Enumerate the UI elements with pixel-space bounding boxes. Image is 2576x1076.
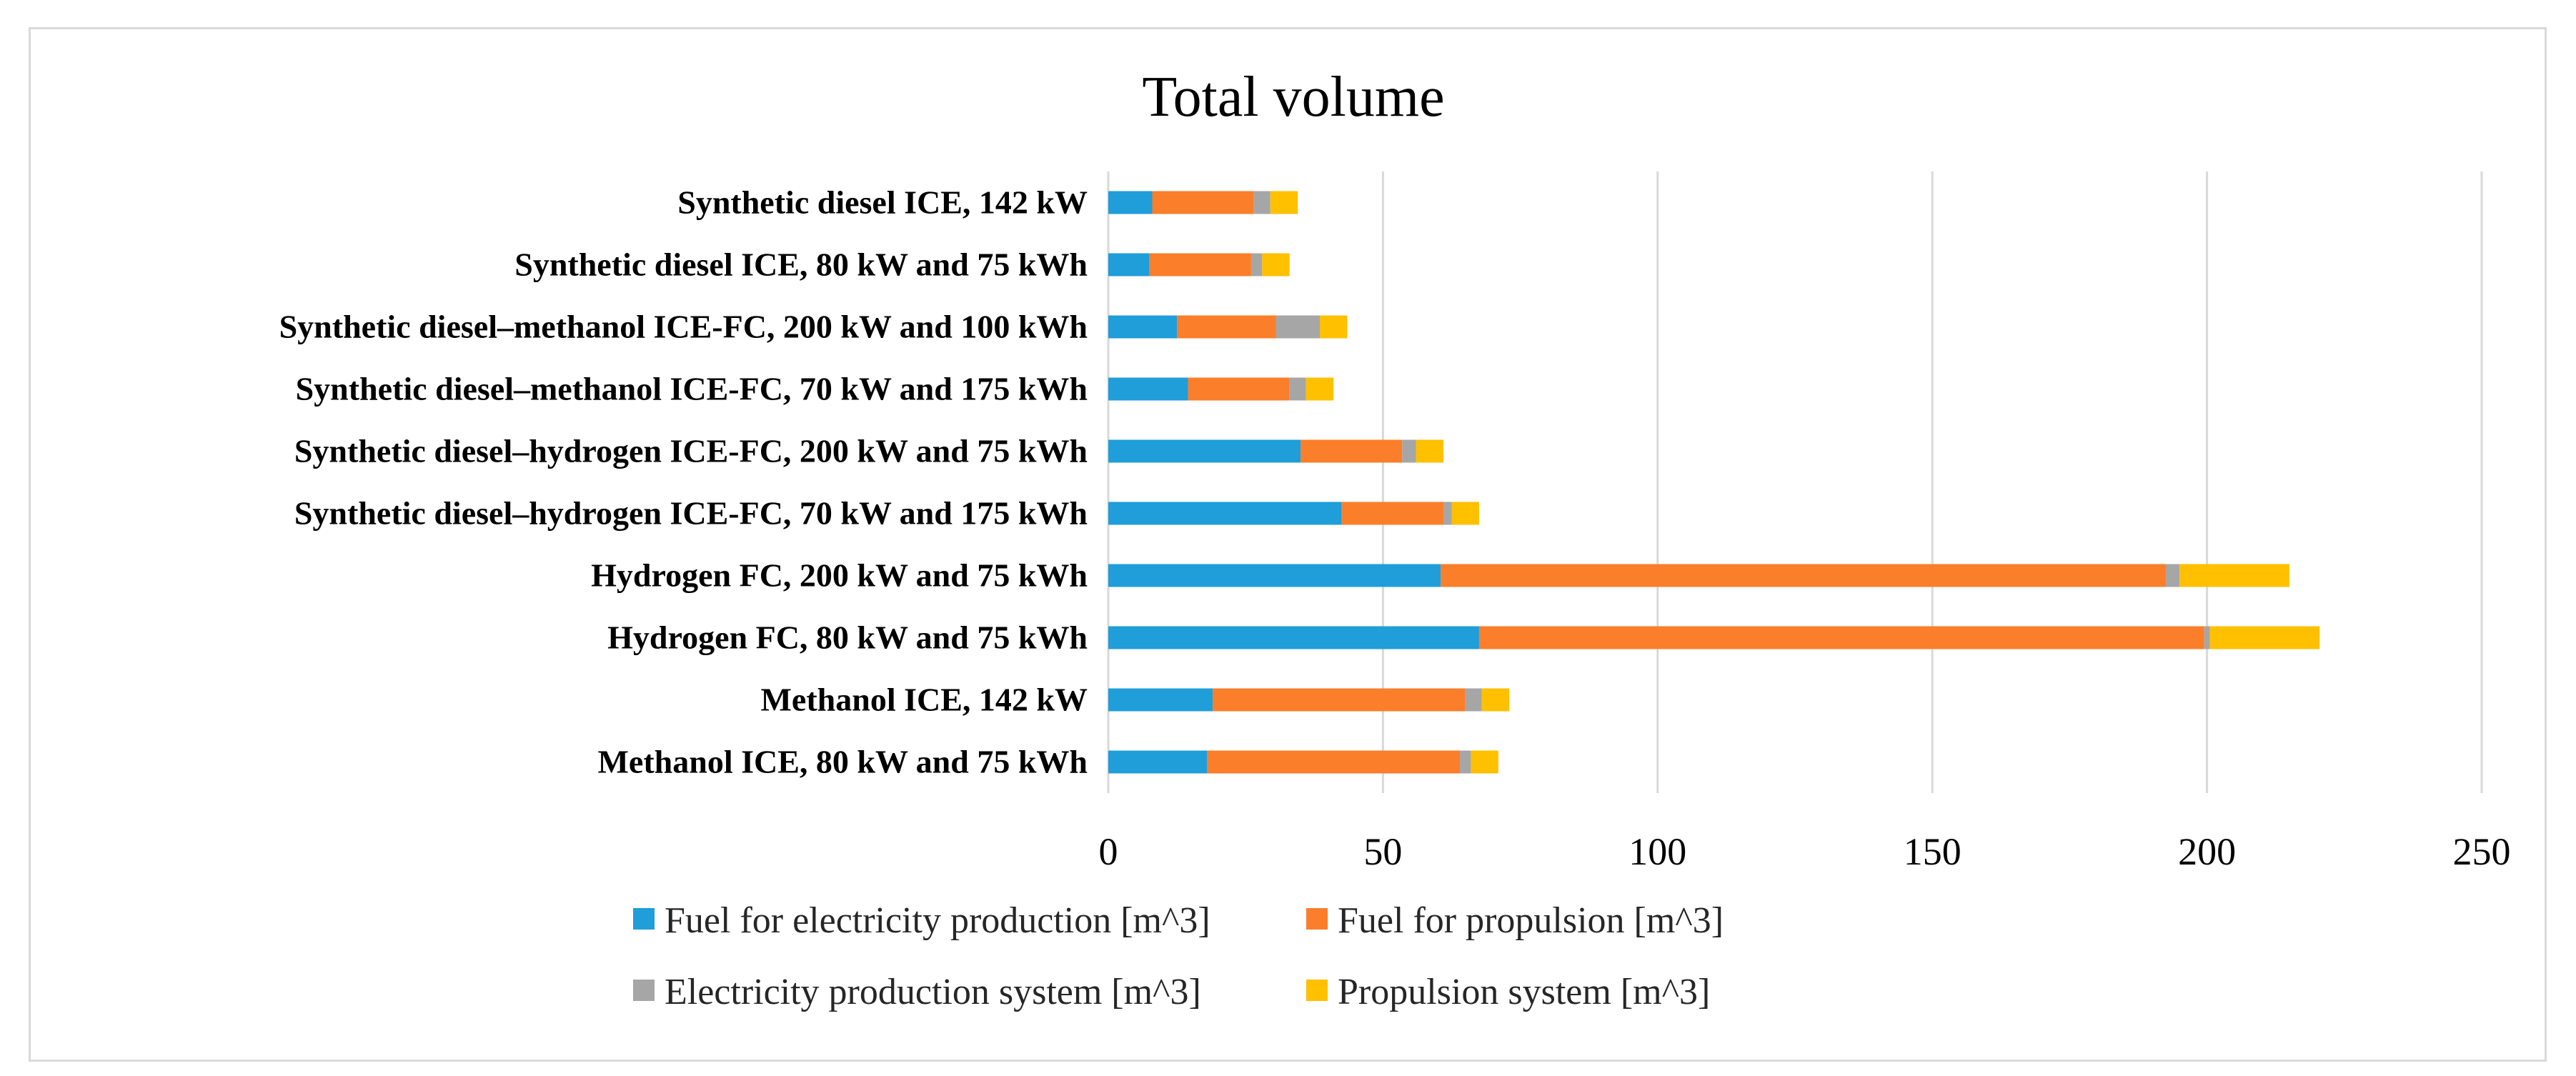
- category-label: Synthetic diesel ICE, 142 kW: [677, 184, 1088, 221]
- bar-segment-series-1: [1108, 191, 1153, 214]
- legend-label: Electricity production system [m^3]: [665, 972, 1201, 1012]
- bar-segment-series-2: [1149, 253, 1251, 277]
- category-label: Synthetic diesel ICE, 80 kW and 75 kWh: [514, 246, 1088, 283]
- legend-label: Propulsion system [m^3]: [1338, 972, 1710, 1012]
- x-tick-label: 200: [2178, 830, 2236, 873]
- x-tick-label: 50: [1363, 830, 1402, 873]
- category-label: Synthetic diesel–methanol ICE-FC, 70 kW …: [296, 371, 1088, 407]
- legend-label: Fuel for electricity production [m^3]: [665, 900, 1210, 941]
- bar-segment-series-4: [1319, 315, 1348, 339]
- bar-segment-series-4: [1416, 439, 1443, 463]
- bar-segment-series-3: [1275, 315, 1320, 339]
- bar-segment-series-1: [1108, 688, 1213, 712]
- bar-segment-series-1: [1108, 315, 1178, 339]
- category-label: Methanol ICE, 80 kW and 75 kWh: [598, 744, 1088, 780]
- x-tick-label: 0: [1099, 830, 1118, 873]
- bar-segment-series-2: [1152, 191, 1254, 214]
- bar-segment-series-2: [1213, 688, 1466, 712]
- bar-segment-series-3: [1402, 439, 1416, 463]
- x-tick-label: 150: [1904, 830, 1961, 873]
- legend-label: Fuel for propulsion [m^3]: [1338, 900, 1724, 941]
- category-label: Hydrogen FC, 200 kW and 75 kWh: [591, 557, 1088, 594]
- bar-segment-series-3: [1443, 502, 1452, 525]
- x-tick-labels: 0 50 100 150 200 250: [1099, 830, 2511, 873]
- bar-segment-series-4: [1262, 253, 1290, 277]
- bar-segment-series-2: [1441, 564, 2166, 587]
- bar-segment-series-2: [1188, 377, 1290, 401]
- bars: [1108, 191, 2320, 774]
- bar-segment-series-2: [1341, 502, 1443, 525]
- x-tick-label: 250: [2453, 830, 2511, 873]
- bar-segment-series-1: [1108, 253, 1150, 277]
- legend-swatch: [633, 908, 655, 930]
- legend-swatch: [1306, 908, 1328, 930]
- x-tick-label: 100: [1628, 830, 1686, 873]
- bar-segment-series-2: [1177, 315, 1276, 339]
- bar-segment-series-4: [1471, 750, 1498, 774]
- category-label: Synthetic diesel–hydrogen ICE-FC, 200 kW…: [294, 433, 1088, 469]
- bar-segment-series-4: [1451, 502, 1479, 525]
- bar-segment-series-4: [1270, 191, 1298, 214]
- bar-segment-series-4: [1481, 688, 1510, 712]
- bar-segment-series-4: [2179, 564, 2289, 587]
- bar-segment-series-3: [1289, 377, 1306, 401]
- bar-segment-series-2: [1301, 439, 1403, 463]
- bar-segment-series-2: [1478, 626, 2204, 649]
- bar-segment-series-4: [1306, 377, 1334, 401]
- bar-segment-series-2: [1207, 750, 1461, 774]
- category-label: Hydrogen FC, 80 kW and 75 kWh: [607, 619, 1088, 656]
- category-label: Methanol ICE, 142 kW: [761, 682, 1088, 718]
- bar-segment-series-4: [2209, 626, 2320, 649]
- bar-segment-series-3: [2165, 564, 2180, 587]
- bar-segment-series-1: [1108, 439, 1301, 463]
- bar-segment-series-1: [1108, 750, 1208, 774]
- category-labels: Methanol ICE, 80 kW and 75 kWh Methanol I…: [279, 184, 1088, 780]
- category-label: Synthetic diesel–hydrogen ICE-FC, 70 kW …: [294, 495, 1088, 532]
- bar-segment-series-1: [1108, 564, 1441, 587]
- legend-swatch: [1306, 980, 1328, 1001]
- legend: Fuel for electricity production [m^3] Fue…: [633, 900, 1724, 1012]
- chart-title: Total volume: [1142, 66, 1444, 129]
- bar-segment-series-3: [1250, 253, 1263, 277]
- bar-segment-series-1: [1108, 502, 1342, 525]
- bar-segment-series-1: [1108, 377, 1188, 401]
- bar-segment-series-3: [1253, 191, 1270, 214]
- bar-segment-series-3: [1460, 750, 1471, 774]
- bar-segment-series-3: [1465, 688, 1482, 712]
- legend-swatch: [633, 980, 655, 1001]
- bar-segment-series-3: [2204, 626, 2210, 649]
- category-label: Synthetic diesel–methanol ICE-FC, 200 kW…: [279, 309, 1088, 345]
- bar-segment-series-1: [1108, 626, 1479, 649]
